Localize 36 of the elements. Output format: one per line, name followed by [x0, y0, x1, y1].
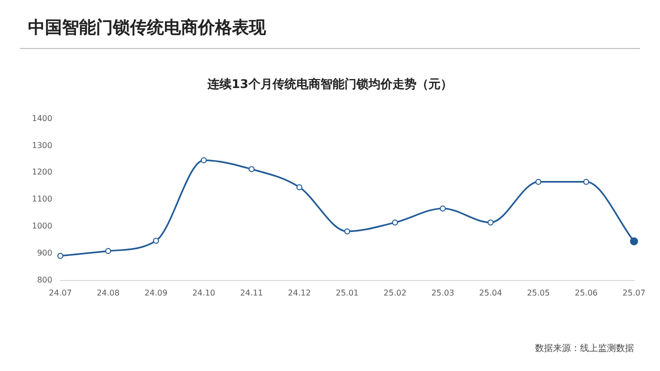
point [583, 178, 590, 185]
y-tick-label: 1400 [32, 114, 52, 123]
point [200, 157, 207, 164]
point [440, 205, 446, 212]
y-tick-label: 900 [37, 248, 52, 258]
point [296, 184, 302, 190]
y-tick-label: 1100 [32, 194, 52, 204]
point [248, 166, 255, 172]
x-tick-label: 25.02 [384, 288, 406, 298]
point [105, 248, 112, 254]
chart-subtitle: 连续13个月传统电商智能门锁均价走势（元） [206, 76, 454, 93]
point [152, 238, 159, 244]
x-tick-label: 25.01 [336, 288, 359, 298]
x-tick-label: 25.07 [622, 288, 646, 298]
x-tick-label: 25.04 [479, 288, 502, 298]
point [630, 237, 638, 246]
chart-title: 中国智能门锁传统电商价格表现 [28, 17, 266, 39]
point [57, 252, 64, 259]
y-tick-label: 800 [37, 275, 52, 284]
x-tick-label: 24.11 [240, 288, 264, 298]
x-tick-label: 24.09 [144, 288, 168, 298]
point [344, 228, 350, 234]
x-tick-label: 25.06 [574, 288, 598, 298]
source-note: 数据来源：线上监测数据 [535, 342, 634, 355]
x-tick-label: 25.05 [526, 288, 550, 298]
point [488, 219, 494, 226]
x-tick-label: 24.08 [96, 288, 120, 298]
x-tick-label: 24.07 [48, 288, 72, 298]
x-tick-label: 25.03 [431, 288, 454, 298]
point [392, 219, 398, 226]
x-tick-label: 24.10 [192, 288, 216, 298]
y-tick-label: 1200 [32, 168, 52, 177]
point [535, 178, 542, 185]
y-tick-label: 1000 [32, 222, 52, 231]
y-tick-label: 1300 [32, 140, 52, 150]
x-tick-label: 24.12 [288, 288, 311, 298]
